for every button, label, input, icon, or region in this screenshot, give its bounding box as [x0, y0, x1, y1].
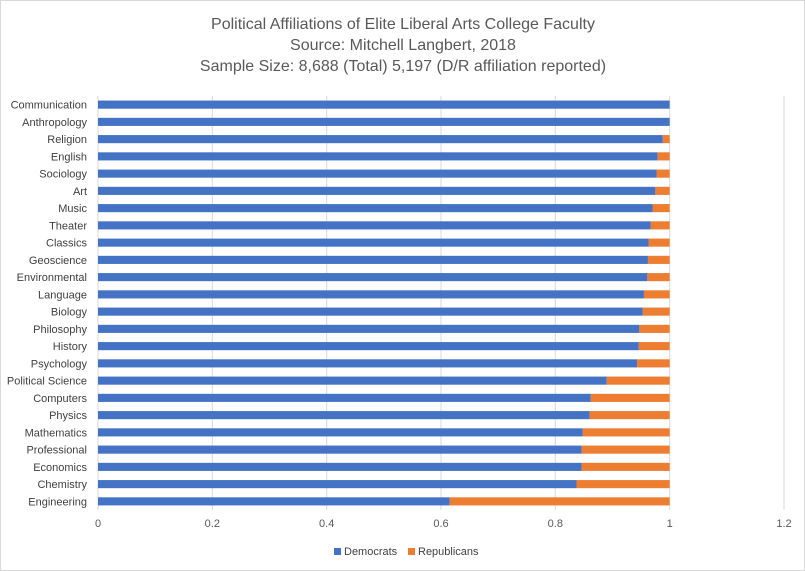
category-label-physics: Physics	[49, 410, 87, 422]
x-tick-labels: 0 0.2 0.4 0.6 0.8 1 1.2	[95, 518, 792, 530]
category-label-environmental: Environmental	[17, 272, 87, 284]
bar-geoscience-republicans	[647, 255, 670, 264]
bar-economics-democrats	[98, 462, 582, 471]
bar-classics-democrats	[98, 238, 649, 247]
bar-physics-democrats	[98, 411, 590, 420]
bar-professional-republicans	[581, 445, 670, 454]
category-label-economics: Economics	[33, 462, 87, 474]
bar-theater-democrats	[98, 221, 651, 230]
bar-chemistry-republicans	[576, 480, 670, 489]
category-label-religion: Religion	[47, 134, 87, 146]
bar-music-republicans	[652, 204, 670, 213]
bar-classics-republicans	[648, 238, 670, 247]
bar-chemistry-democrats	[98, 480, 577, 489]
chart-title-line-1: Political Affiliations of Elite Liberal …	[211, 16, 595, 33]
bar-engineering-democrats	[98, 497, 450, 506]
category-label-psychology: Psychology	[31, 358, 88, 370]
bar-theater-republicans	[650, 221, 670, 230]
bar-sociology-republicans	[656, 169, 670, 178]
chart-title: Political Affiliations of Elite Liberal …	[200, 16, 606, 75]
bar-religion-republicans	[662, 135, 670, 144]
bar-psychology-republicans	[637, 359, 670, 368]
category-label-history: History	[53, 341, 88, 353]
category-label-communication: Communication	[11, 100, 87, 112]
category-label-english: English	[51, 151, 87, 163]
category-label-mathematics: Mathematics	[25, 427, 88, 439]
bar-music-democrats	[98, 204, 653, 213]
bar-environmental-republicans	[647, 273, 670, 282]
x-tick-label-0.2: 0.2	[205, 518, 220, 530]
bar-computers-democrats	[98, 393, 591, 402]
bar-art-democrats	[98, 186, 656, 195]
bar-art-republicans	[655, 186, 670, 195]
bar-geoscience-democrats	[98, 255, 648, 264]
category-label-biology: Biology	[51, 307, 88, 319]
bar-biology-republicans	[642, 307, 670, 316]
bar-physics-republicans	[589, 411, 670, 420]
bar-engineering-republicans	[449, 497, 670, 506]
bar-psychology-democrats	[98, 359, 638, 368]
category-labels: Communication Anthropology Religion English…	[7, 100, 88, 509]
category-label-theater: Theater	[49, 220, 87, 232]
x-tick-label-0.8: 0.8	[548, 518, 563, 530]
bar-sociology-democrats	[98, 169, 657, 178]
x-tick-label-1.2: 1.2	[776, 518, 791, 530]
bar-mathematics-democrats	[98, 428, 583, 437]
bar-language-republicans	[643, 290, 670, 299]
bar-biology-democrats	[98, 307, 643, 316]
category-label-computers: Computers	[33, 393, 87, 405]
bar-history-republicans	[638, 342, 670, 351]
category-label-art: Art	[73, 186, 87, 198]
x-tick-label-1: 1	[667, 518, 673, 530]
legend-swatch-republicans	[408, 548, 415, 555]
bar-computers-republicans	[590, 393, 670, 402]
gridlines	[97, 96, 785, 510]
x-tick-label-0.4: 0.4	[319, 518, 334, 530]
bar-philosophy-republicans	[639, 324, 670, 333]
category-label-sociology: Sociology	[39, 169, 87, 181]
category-label-anthropology: Anthropology	[22, 117, 87, 129]
category-label-political-science: Political Science	[7, 376, 87, 388]
bar-language-democrats	[98, 290, 644, 299]
bars	[98, 100, 670, 506]
category-label-geoscience: Geoscience	[29, 255, 87, 267]
chart-title-line-3: Sample Size: 8,688 (Total) 5,197 (D/R af…	[200, 58, 606, 75]
bar-philosophy-democrats	[98, 324, 640, 333]
bar-political-science-democrats	[98, 376, 607, 385]
x-tick-label-0.6: 0.6	[433, 518, 448, 530]
bar-mathematics-republicans	[582, 428, 670, 437]
category-label-music: Music	[58, 203, 87, 215]
bar-economics-republicans	[581, 462, 670, 471]
category-label-professional: Professional	[26, 445, 87, 457]
bar-anthropology-democrats	[98, 117, 670, 126]
bar-professional-democrats	[98, 445, 582, 454]
category-label-chemistry: Chemistry	[37, 479, 87, 491]
category-label-classics: Classics	[46, 238, 87, 250]
bar-environmental-democrats	[98, 273, 648, 282]
bar-history-democrats	[98, 342, 639, 351]
legend-label-republicans: Republicans	[418, 546, 479, 558]
bar-english-republicans	[657, 152, 670, 161]
category-label-language: Language	[38, 289, 87, 301]
chart-title-line-2: Source: Mitchell Langbert, 2018	[290, 37, 516, 54]
bar-political-science-republicans	[606, 376, 670, 385]
x-tick-label-0: 0	[95, 518, 101, 530]
bar-english-democrats	[98, 152, 658, 161]
category-label-engineering: Engineering	[28, 496, 87, 508]
bar-communication-democrats	[98, 100, 670, 109]
legend-label-democrats: Democrats	[344, 546, 398, 558]
legend: Democrats Republicans	[334, 546, 479, 558]
legend-swatch-democrats	[334, 548, 341, 555]
category-label-philosophy: Philosophy	[33, 324, 87, 336]
bar-religion-democrats	[98, 135, 663, 144]
